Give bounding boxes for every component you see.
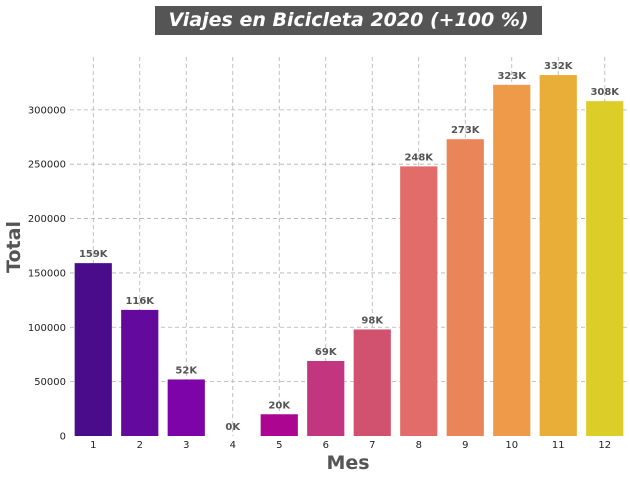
bar-9 [446,139,484,437]
chart-title: Viajes en Bicicleta 2020 (+100 %) [155,6,542,35]
data-label-9: 273K [451,125,481,136]
data-label-10: 323K [497,71,527,82]
y-tick-label: 300000 [28,105,66,116]
y-axis-label: Total [3,221,25,273]
y-tick-label: 250000 [28,160,66,171]
y-tick-label: 0 [60,432,66,443]
bars [74,75,624,437]
bar-10 [493,84,531,437]
x-tick-label: 10 [505,440,518,451]
y-tick-label: 200000 [28,214,66,225]
bar-11 [539,75,577,437]
x-tick-label: 6 [323,440,329,451]
data-label-2: 116K [125,296,155,307]
bar-5 [260,414,298,436]
y-tick-label: 50000 [34,377,66,388]
x-tick-label: 4 [230,440,236,451]
bar-7 [353,329,391,436]
x-tick-label: 12 [598,440,611,451]
bar-8 [400,166,438,436]
x-tick-label: 2 [137,440,143,451]
x-tick-label: 3 [183,440,189,451]
x-tick-label: 7 [369,440,375,451]
data-label-5: 20K [268,400,291,411]
y-axis-ticks: 0 50000 100000 150000 200000 250000 300000 [28,105,66,442]
x-tick-label: 9 [462,440,468,451]
data-label-6: 69K [315,347,338,358]
data-label-1: 159K [79,249,109,260]
x-tick-label: 11 [552,440,565,451]
bar-12 [586,101,624,436]
x-tick-label: 1 [90,440,96,451]
x-tick-label: 5 [276,440,282,451]
y-tick-label: 150000 [28,268,66,279]
data-label-7: 98K [361,315,384,326]
bar-2 [121,309,159,436]
bar-3 [167,379,205,436]
x-axis-ticks: 1 2 3 4 5 6 7 8 9 10 11 12 [90,440,611,451]
bar-6 [307,360,345,436]
data-label-8: 248K [404,152,434,163]
bar-1 [74,263,112,436]
y-tick-label: 100000 [28,323,66,334]
data-label-3: 52K [175,365,198,376]
data-label-11: 332K [544,61,574,72]
data-label-12: 308K [590,87,620,98]
data-label-4: 0K [225,422,241,433]
x-axis-label: Mes [326,452,369,474]
data-labels: 159K 116K 52K 0K 20K 69K 98K 248K 273K 323K 332K 30… [79,61,620,433]
x-tick-label: 8 [416,440,422,451]
